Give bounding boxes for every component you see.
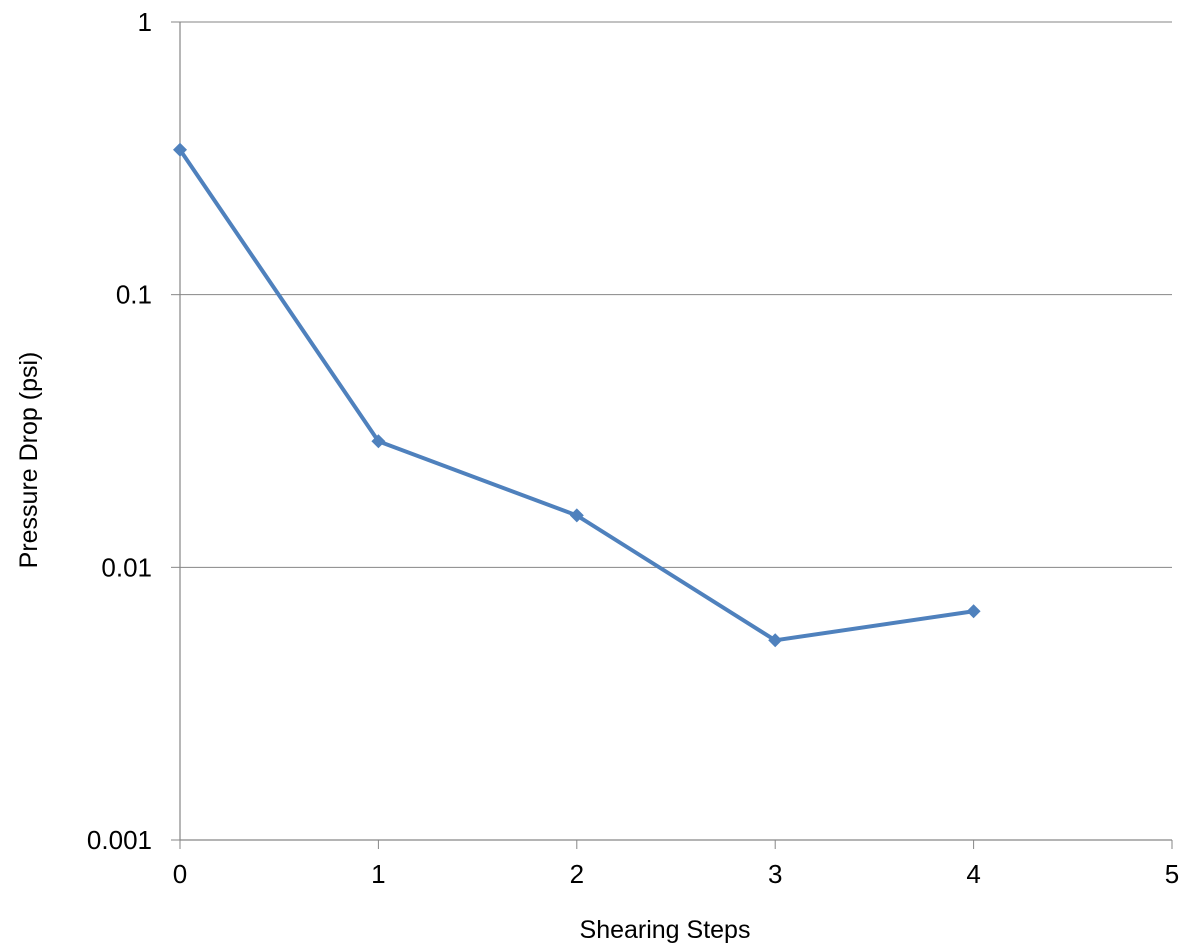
x-tick-label: 3: [768, 859, 782, 889]
data-point-marker: [966, 604, 981, 619]
series-line: [178, 147, 976, 643]
data-point-marker: [371, 434, 386, 449]
y-tick-label: 0.1: [116, 280, 152, 310]
axes: [171, 21, 1173, 849]
tick-labels: 1 0.1 0.01 0.001 0 1 2 3 4 5: [87, 7, 1179, 889]
x-tick-label: 5: [1165, 859, 1179, 889]
series-layer: [173, 142, 981, 648]
x-axis-title: Shearing Steps: [580, 916, 751, 944]
y-tick-label: 0.001: [87, 825, 152, 855]
y-axis-title: Pressure Drop (psi): [15, 352, 43, 569]
x-tick-label: 0: [173, 859, 187, 889]
x-tick-label: 4: [966, 859, 980, 889]
data-point-marker: [173, 142, 187, 157]
x-tick-label: 2: [570, 859, 584, 889]
data-point-marker: [768, 633, 783, 648]
x-tick-label: 1: [371, 859, 385, 889]
gridlines: [180, 21, 1172, 841]
y-tick-label: 1: [138, 7, 152, 37]
y-tick-label: 0.01: [101, 552, 152, 582]
data-point-marker: [569, 508, 584, 523]
